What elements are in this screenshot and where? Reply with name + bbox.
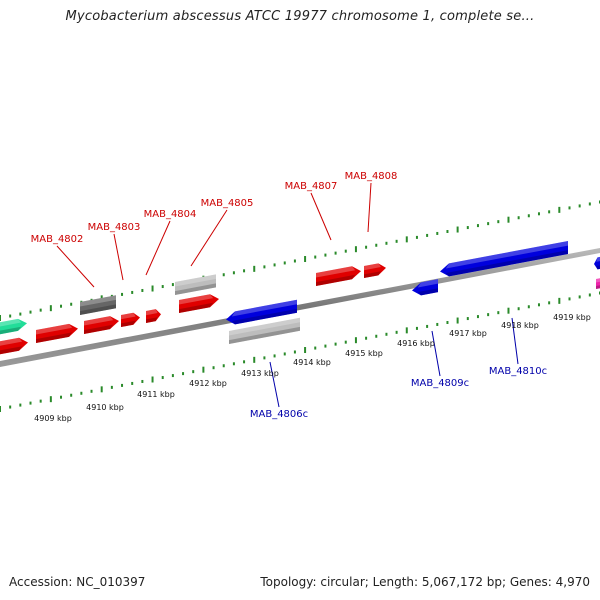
gene-forward[interactable] [36, 322, 78, 343]
leader-line [269, 361, 280, 408]
leader-line [511, 317, 519, 365]
gene-grey[interactable] [175, 274, 216, 295]
gene-label-mab-4804[interactable]: MAB_4804 [144, 209, 197, 220]
gene-mab-4805[interactable] [179, 293, 219, 313]
scale-label: 4911 kbp [137, 390, 175, 399]
leader-line [145, 220, 171, 276]
gene-features [0, 241, 600, 355]
label-leader-lines [56, 182, 519, 408]
gene-mab-4808[interactable] [364, 262, 386, 278]
genome-summary-text: Topology: circular; Length: 5,067,172 bp… [260, 575, 590, 589]
scale-label: 4919 kbp [553, 313, 591, 322]
gene-label-mab-4810c[interactable]: MAB_4810c [489, 366, 547, 377]
gene-label-mab-4807[interactable]: MAB_4807 [285, 181, 338, 192]
gene-reverse-edge[interactable] [594, 256, 600, 270]
scale-label: 4918 kbp [501, 321, 539, 330]
scale-label: 4909 kbp [34, 414, 72, 423]
scale-label: 4916 kbp [397, 339, 435, 348]
leader-line [431, 330, 441, 377]
leader-line [310, 192, 332, 241]
scale-label: 4915 kbp [345, 349, 383, 358]
leader-line [367, 182, 372, 233]
gene-label-mab-4808[interactable]: MAB_4808 [345, 171, 398, 182]
leader-line [190, 209, 228, 267]
gene-magenta[interactable] [596, 277, 600, 289]
gene-mab-4810c[interactable] [440, 241, 568, 278]
gene-label-mab-4802[interactable]: MAB_4802 [31, 234, 84, 245]
chromosome-backbone [0, 248, 600, 367]
scale-label: 4910 kbp [86, 403, 124, 412]
scale-label: 4913 kbp [241, 369, 279, 378]
map-title: Mycobacterium abscessus ATCC 19977 chrom… [65, 9, 535, 24]
gene-mab-4802[interactable] [84, 314, 119, 334]
gene-label-mab-4809c[interactable]: MAB_4809c [411, 378, 469, 389]
gene-mab-4806c[interactable] [226, 299, 297, 326]
gene-green[interactable] [0, 317, 27, 335]
gene-mab-4804[interactable] [146, 308, 161, 323]
gene-mab-4803[interactable] [121, 311, 140, 327]
gene-label-mab-4803[interactable]: MAB_4803 [88, 222, 141, 233]
scale-label: 4917 kbp [449, 329, 487, 338]
gene-label-mab-4806c[interactable]: MAB_4806c [250, 409, 308, 420]
leader-line [113, 233, 124, 281]
scale-label: 4912 kbp [189, 379, 227, 388]
gene-mab-4809c[interactable] [412, 279, 438, 297]
leader-line [56, 245, 95, 288]
gene-label-mab-4805[interactable]: MAB_4805 [201, 198, 254, 209]
gene-forward[interactable] [0, 336, 28, 355]
scale-label: 4914 kbp [293, 358, 331, 367]
gene-grey-2[interactable] [229, 317, 300, 344]
accession-text: Accession: NC_010397 [9, 575, 146, 589]
gene-mab-4807[interactable] [316, 265, 361, 286]
gene-dark[interactable] [80, 295, 116, 315]
